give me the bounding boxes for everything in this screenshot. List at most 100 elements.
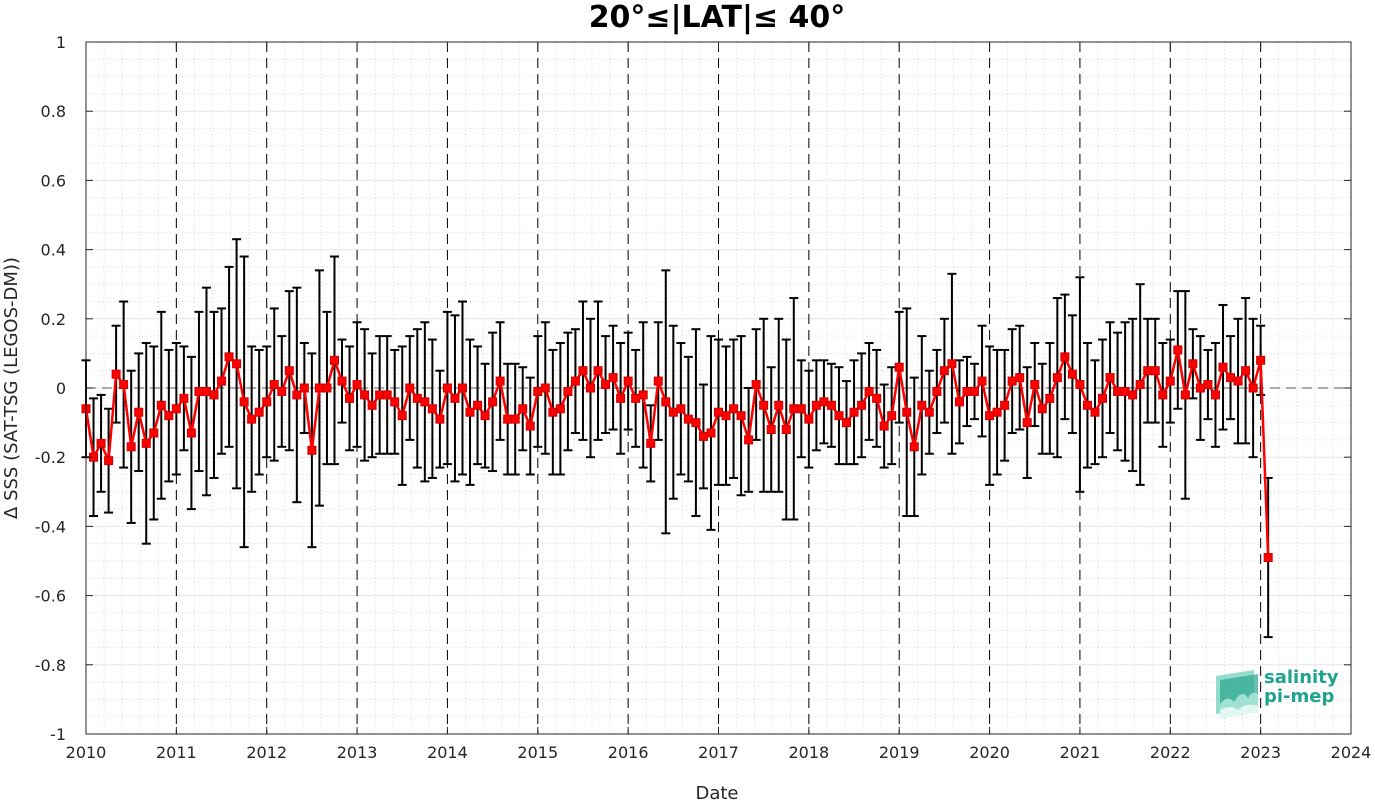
data-point	[646, 438, 656, 448]
data-point	[1165, 376, 1175, 386]
data-point	[796, 404, 806, 414]
data-point	[119, 380, 129, 390]
data-point	[412, 393, 422, 403]
y-tick-label: 0	[56, 379, 66, 398]
x-axis-label: Date	[695, 783, 738, 801]
data-point	[811, 400, 821, 410]
x-tick-label: 2023	[1240, 743, 1281, 762]
y-tick-label: -0.4	[35, 517, 66, 536]
data-point	[427, 404, 437, 414]
data-point	[977, 376, 987, 386]
data-point	[171, 404, 181, 414]
data-point	[164, 411, 174, 421]
data-point	[314, 383, 324, 393]
data-point	[842, 418, 852, 428]
data-point	[751, 380, 761, 390]
data-point	[1195, 383, 1205, 393]
data-point	[593, 366, 603, 376]
data-point	[879, 421, 889, 431]
data-point	[970, 386, 980, 396]
data-point	[405, 383, 415, 393]
data-point	[698, 431, 708, 441]
data-point	[1218, 362, 1228, 372]
y-tick-label: 0.8	[41, 102, 66, 121]
data-point	[209, 390, 219, 400]
data-point	[1075, 380, 1085, 390]
y-tick-label: -0.2	[35, 448, 66, 467]
data-point	[857, 400, 867, 410]
data-point	[653, 376, 663, 386]
data-point	[134, 407, 144, 417]
data-point	[1188, 359, 1198, 369]
data-point	[397, 411, 407, 421]
y-tick-label: -1	[50, 725, 66, 744]
data-point	[390, 397, 400, 407]
logo-line-2: pi-mep	[1264, 686, 1335, 707]
data-point	[894, 362, 904, 372]
data-point	[352, 380, 362, 390]
data-point	[985, 411, 995, 421]
data-point	[307, 445, 317, 455]
x-tick-label: 2018	[788, 743, 829, 762]
data-point	[367, 400, 377, 410]
x-tick-label: 2016	[608, 743, 649, 762]
data-point	[503, 414, 513, 424]
data-point	[992, 407, 1002, 417]
data-point	[217, 376, 227, 386]
data-point	[262, 397, 272, 407]
data-point	[540, 383, 550, 393]
chart-title: 20°≤|LAT|≤ 40°	[589, 0, 846, 35]
data-point	[1037, 404, 1047, 414]
data-point	[1233, 376, 1243, 386]
data-point	[1045, 393, 1055, 403]
data-point	[420, 397, 430, 407]
data-point	[909, 442, 919, 452]
logo-text: salinity pi-mep	[1264, 668, 1339, 706]
data-point	[1030, 380, 1040, 390]
data-point	[96, 438, 106, 448]
data-point	[1248, 383, 1258, 393]
data-point	[1090, 407, 1100, 417]
data-point	[450, 393, 460, 403]
data-point	[1158, 390, 1168, 400]
data-point	[232, 359, 242, 369]
x-tick-label: 2021	[1060, 743, 1101, 762]
data-point	[1150, 366, 1160, 376]
data-point	[721, 411, 731, 421]
y-tick-label: -0.8	[35, 656, 66, 675]
data-point	[623, 376, 633, 386]
data-point	[578, 366, 588, 376]
data-point	[156, 400, 166, 410]
data-point	[201, 386, 211, 396]
data-point	[819, 397, 829, 407]
x-tick-label: 2020	[969, 743, 1010, 762]
data-point	[1180, 390, 1190, 400]
data-point	[714, 407, 723, 417]
data-point	[488, 397, 498, 407]
y-tick-label: 1	[56, 33, 66, 52]
data-point	[781, 425, 791, 435]
data-point	[570, 376, 580, 386]
data-point	[254, 407, 264, 417]
error-bars	[81, 238, 1273, 639]
data-point	[247, 414, 257, 424]
data-point	[473, 400, 483, 410]
data-point	[1022, 418, 1032, 428]
data-point	[563, 386, 573, 396]
data-point	[299, 383, 309, 393]
data-point	[1052, 373, 1062, 383]
x-tick-label: 2012	[246, 743, 287, 762]
data-point	[510, 414, 520, 424]
x-tick-label: 2013	[337, 743, 378, 762]
data-point	[939, 366, 949, 376]
data-point	[902, 407, 912, 417]
data-point	[834, 411, 844, 421]
data-point	[804, 414, 814, 424]
logo-wave-icon	[1216, 670, 1258, 718]
data-point	[947, 359, 957, 369]
data-point	[518, 404, 528, 414]
y-tick-label: 0.6	[41, 171, 66, 190]
data-point	[1098, 393, 1108, 403]
data-point	[1015, 373, 1025, 383]
